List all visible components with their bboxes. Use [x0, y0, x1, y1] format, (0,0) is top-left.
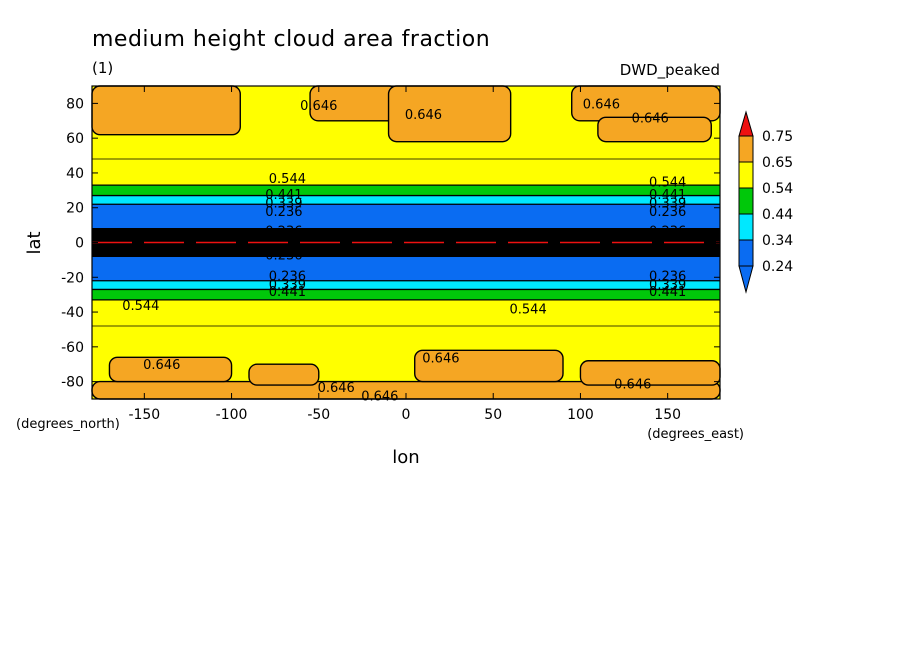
colorbar-label-4: 0.65	[762, 155, 793, 171]
contour-label-15: 0.339	[649, 197, 686, 212]
x-tick-label-6: 150	[654, 407, 681, 423]
colorbar-label-0: 0.24	[762, 259, 793, 275]
contour-label-26: 0.646	[361, 390, 398, 405]
lat-band-3	[92, 204, 720, 229]
high-region-0	[91, 85, 241, 136]
y-tick-label-8: 80	[66, 96, 84, 112]
y-axis-label: lat	[24, 231, 45, 254]
contour-label-6: 0.339	[265, 197, 302, 212]
colorbar-segment-0	[738, 239, 754, 267]
contour-label-23: 0.646	[143, 358, 180, 373]
contour-label-10: 0.236	[269, 270, 306, 285]
colorbar-label-1: 0.34	[762, 233, 793, 249]
y-tick-label-6: 40	[66, 166, 84, 182]
high-region-4	[597, 116, 712, 143]
x-tick-label-4: 50	[484, 407, 502, 423]
y-tick-label-4: 0	[75, 236, 84, 252]
y-axis-unit: (degrees_north)	[16, 417, 120, 432]
y-tick-label-0: -80	[61, 375, 84, 391]
colorbar-arrow-bottom	[738, 265, 754, 294]
contour-label-17: 0.236	[649, 224, 686, 239]
y-tick-label-3: -20	[61, 270, 84, 286]
contour-label-22: 0.544	[510, 303, 547, 318]
contour-label-16: 0.236	[649, 205, 686, 220]
lat-band-6	[92, 280, 720, 290]
x-tick-label-1: -100	[216, 407, 248, 423]
contour-label-25: 0.646	[318, 381, 355, 396]
colorbar-label-2: 0.44	[762, 207, 793, 223]
lat-band-1	[92, 185, 720, 196]
chart-title: medium height cloud area fraction	[92, 27, 490, 52]
contour-label-27: 0.646	[614, 377, 651, 392]
x-tick-label-5: 100	[567, 407, 594, 423]
x-tick-label-0: -150	[128, 407, 160, 423]
x-tick-label-2: -50	[307, 407, 330, 423]
chart-subtitle-left: (1)	[92, 59, 113, 77]
contour-label-0: 0.646	[300, 99, 337, 114]
colorbar-segment-3	[738, 161, 754, 189]
x-tick-label-3: 0	[402, 407, 411, 423]
contour-label-7: 0.236	[265, 205, 302, 220]
high-region-7	[248, 363, 320, 386]
high-region-6	[108, 356, 233, 383]
contour-label-24: 0.646	[422, 351, 459, 366]
contour-label-4: 0.544	[269, 172, 306, 187]
contour-label-21: 0.544	[122, 299, 159, 314]
lat-band-5	[92, 256, 720, 281]
x-axis-unit: (degrees_east)	[647, 427, 744, 442]
contour-label-8: 0.236	[265, 224, 302, 239]
high-region-8	[414, 349, 564, 383]
contour-label-14: 0.441	[649, 188, 686, 203]
colorbar-arrow-top	[738, 110, 754, 137]
contour-label-20: 0.441	[649, 285, 686, 300]
contour-label-19: 0.339	[649, 278, 686, 293]
contour-label-2: 0.646	[583, 97, 620, 112]
lat-band-2	[92, 195, 720, 205]
contour-label-13: 0.544	[649, 176, 686, 191]
colorbar-segment-1	[738, 213, 754, 241]
colorbar-segment-2	[738, 187, 754, 215]
y-tick-label-2: -40	[61, 305, 84, 321]
colorbar-label-5: 0.75	[762, 129, 793, 145]
contour-label-11: 0.339	[269, 278, 306, 293]
contour-labels: 0.6460.6460.6460.6460.5440.4410.3390.236…	[122, 97, 686, 404]
contour-label-1: 0.646	[405, 108, 442, 123]
y-tick-label-5: 20	[66, 201, 84, 217]
contour-label-5: 0.441	[265, 188, 302, 203]
contour-label-12: 0.441	[269, 285, 306, 300]
contour-label-18: 0.236	[649, 270, 686, 285]
axes: -150 -100 -50 0 50 100 150 -80 -60 -40 -20 0 20 40 60 8…	[61, 85, 721, 423]
chart-subtitle-right: DWD_peaked	[620, 61, 720, 80]
lat-band-7	[92, 289, 720, 300]
y-tick-label-7: 60	[66, 131, 84, 147]
plot-area	[91, 85, 721, 400]
contour-lines	[92, 158, 720, 327]
colorbar: 0.24 0.34 0.44 0.54 0.65 0.75	[738, 110, 793, 294]
contour-label-3: 0.646	[632, 111, 669, 126]
x-axis-label: lon	[392, 447, 419, 468]
y-tick-label-1: -60	[61, 340, 84, 356]
colorbar-segment-4	[738, 135, 754, 163]
contour-label-9: 0.236	[265, 249, 302, 264]
colorbar-label-3: 0.54	[762, 181, 793, 197]
